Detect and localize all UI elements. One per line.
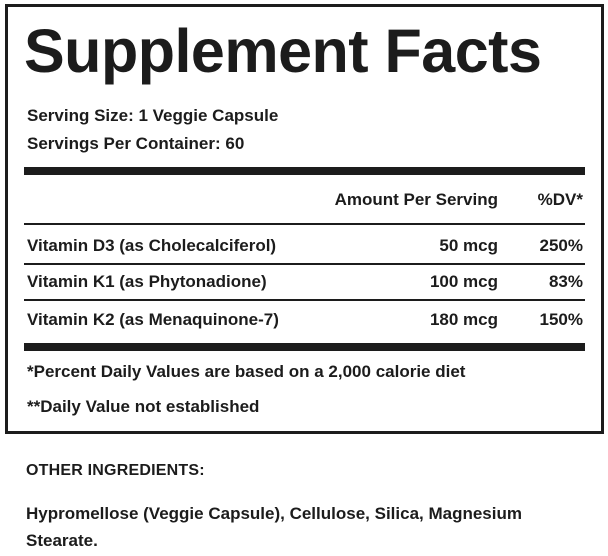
divider bbox=[24, 223, 585, 225]
nutrient-dv: 250% bbox=[539, 236, 583, 255]
panel-title: Supplement Facts bbox=[24, 17, 542, 85]
divider bbox=[24, 299, 585, 301]
nutrient-amount: 180 mcg bbox=[429, 310, 498, 329]
nutrient-name: Vitamin K2 (as Menaquinone-7) bbox=[27, 310, 279, 329]
footnote-dv-not-established: **Daily Value not established bbox=[27, 397, 260, 416]
footnote-dv-basis: *Percent Daily Values are based on a 2,0… bbox=[27, 362, 466, 381]
thick-divider-top bbox=[24, 167, 585, 175]
nutrient-dv: 83% bbox=[548, 272, 583, 291]
thick-divider-bottom bbox=[24, 343, 585, 351]
serving-size: Serving Size: 1 Veggie Capsule bbox=[27, 106, 279, 125]
supplement-facts-panel: Supplement Facts Serving Size: 1 Veggie … bbox=[5, 4, 604, 434]
servings-per-container: Servings Per Container: 60 bbox=[27, 134, 245, 153]
nutrient-amount: 100 mcg bbox=[429, 272, 498, 291]
other-ingredients-heading: OTHER INGREDIENTS: bbox=[26, 462, 205, 479]
nutrient-name: Vitamin K1 (as Phytonadione) bbox=[27, 272, 267, 291]
nutrient-dv: 150% bbox=[539, 310, 583, 329]
other-ingredients-text: Hypromellose (Veggie Capsule), Cellulose… bbox=[26, 504, 522, 550]
amount-per-serving-header: Amount Per Serving bbox=[334, 190, 498, 209]
dv-header: %DV* bbox=[537, 190, 583, 209]
divider bbox=[24, 263, 585, 265]
nutrient-amount: 50 mcg bbox=[439, 236, 498, 255]
nutrient-name: Vitamin D3 (as Cholecalciferol) bbox=[27, 236, 277, 255]
